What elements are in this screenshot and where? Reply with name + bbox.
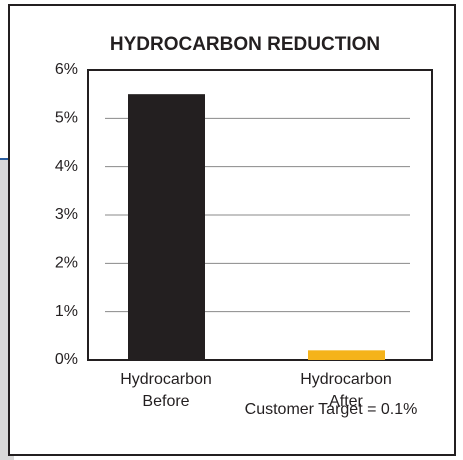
y-tick-label: 5% <box>55 110 78 127</box>
chart-frame <box>8 4 456 456</box>
y-tick-label: 1% <box>55 303 78 320</box>
y-tick-label: 4% <box>55 158 78 175</box>
bar <box>128 94 205 361</box>
bar <box>308 350 385 360</box>
x-tick-label-line: Hydrocarbon <box>120 371 212 388</box>
annotation: Customer Target = 0.1% <box>245 401 418 418</box>
x-tick-label-line: Hydrocarbon <box>300 371 392 388</box>
y-tick-label: 2% <box>55 255 78 272</box>
chart-title: HYDROCARBON REDUCTION <box>110 34 380 55</box>
plot-frame <box>87 69 433 361</box>
x-tick-label-line: Before <box>142 393 189 410</box>
y-tick-label: 0% <box>55 351 78 368</box>
y-tick-label: 6% <box>55 61 78 78</box>
x-tick-label-line: After <box>329 393 363 410</box>
x-tick-label: Hydrocarbon After <box>300 371 392 410</box>
y-tick-label: 3% <box>55 206 78 223</box>
x-tick-label: Hydrocarbon Before <box>120 371 212 410</box>
